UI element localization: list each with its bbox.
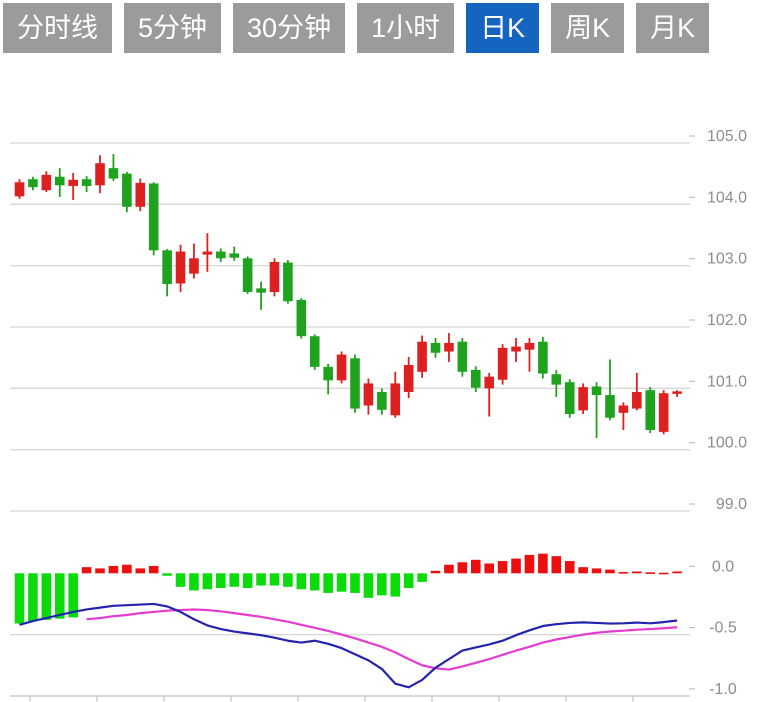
candle-body bbox=[403, 365, 414, 392]
svg-text:104.0: 104.0 bbox=[707, 189, 747, 206]
candle-body bbox=[229, 253, 240, 258]
candle-body bbox=[417, 341, 427, 372]
svg-text:-1.0: -1.0 bbox=[709, 681, 737, 698]
candle-body bbox=[135, 182, 146, 207]
candle-body bbox=[497, 347, 508, 380]
candle-body bbox=[41, 174, 52, 191]
candles bbox=[14, 154, 682, 438]
svg-text:102.0: 102.0 bbox=[707, 312, 747, 329]
candle-body bbox=[283, 262, 293, 302]
candle-body bbox=[578, 387, 588, 411]
svg-text:99.0: 99.0 bbox=[716, 496, 747, 513]
svg-text:101.0: 101.0 bbox=[707, 373, 747, 390]
candle-body bbox=[68, 179, 78, 186]
candle-body bbox=[323, 366, 333, 381]
candle-body bbox=[269, 261, 280, 293]
candle-body bbox=[591, 386, 602, 396]
candle-body bbox=[551, 374, 562, 385]
candle-body bbox=[14, 182, 25, 197]
candle-body bbox=[95, 163, 105, 186]
svg-text:0.0: 0.0 bbox=[712, 558, 734, 575]
candle-body bbox=[430, 342, 441, 353]
svg-text:100.0: 100.0 bbox=[707, 435, 747, 452]
timeframe-button-5min[interactable]: 5分钟 bbox=[124, 3, 222, 53]
candle-body bbox=[605, 395, 615, 418]
candle-body bbox=[309, 336, 320, 367]
candle-body bbox=[256, 288, 266, 293]
candle-body bbox=[336, 354, 347, 381]
timeframe-button-timeline[interactable]: 分时线 bbox=[3, 3, 112, 53]
candle-body bbox=[672, 391, 682, 394]
svg-text:105.0: 105.0 bbox=[707, 128, 747, 145]
price-axis-labels: 105.0 104.0 103.0 102.0 101.0 100.0 99.0 0.0 -0.… bbox=[707, 128, 747, 698]
candle-body bbox=[148, 183, 159, 251]
candle-body bbox=[564, 382, 575, 415]
candle-body bbox=[296, 300, 307, 337]
candle-body bbox=[216, 251, 226, 259]
candle-body bbox=[457, 341, 468, 372]
svg-text:103.0: 103.0 bbox=[707, 251, 747, 268]
timeframe-button-30min[interactable]: 30分钟 bbox=[233, 3, 346, 53]
candle-body bbox=[484, 376, 494, 389]
candle-body bbox=[175, 251, 186, 284]
timeframe-button-monthly[interactable]: 月K bbox=[636, 3, 710, 53]
candle-body bbox=[81, 179, 92, 186]
candle-body bbox=[645, 390, 656, 431]
candle-body bbox=[390, 383, 401, 416]
candle-body bbox=[242, 258, 253, 293]
candle-body bbox=[658, 393, 669, 432]
candle-body bbox=[162, 250, 172, 285]
candle-body bbox=[350, 358, 360, 409]
timeframe-button-daily[interactable]: 日K bbox=[466, 3, 540, 53]
x-axis bbox=[10, 695, 690, 702]
candle-body bbox=[524, 342, 535, 350]
svg-text:-0.5: -0.5 bbox=[709, 620, 737, 637]
candle-body bbox=[189, 258, 199, 274]
macd-lines bbox=[19, 602, 678, 689]
dea-line bbox=[86, 608, 678, 671]
candle-body bbox=[511, 346, 521, 352]
candle-body bbox=[122, 173, 132, 207]
timeframe-button-weekly[interactable]: 周K bbox=[551, 3, 625, 53]
candle-body bbox=[108, 168, 119, 179]
dif-line bbox=[19, 602, 678, 689]
timeframe-toolbar: 分时线 5分钟 30分钟 1小时 日K 周K 月K bbox=[3, 3, 710, 53]
candle-body bbox=[618, 405, 629, 413]
candle-body bbox=[444, 342, 454, 352]
macd-histogram bbox=[14, 553, 682, 624]
candle-body bbox=[363, 383, 374, 406]
candle-body bbox=[54, 176, 65, 186]
candle-body bbox=[632, 391, 642, 409]
candle-body bbox=[538, 341, 548, 374]
candle-body bbox=[28, 179, 38, 188]
timeframe-button-1hour[interactable]: 1小时 bbox=[357, 3, 455, 53]
candle-body bbox=[202, 251, 213, 255]
candle-body bbox=[470, 369, 481, 388]
candle-body bbox=[377, 391, 387, 410]
